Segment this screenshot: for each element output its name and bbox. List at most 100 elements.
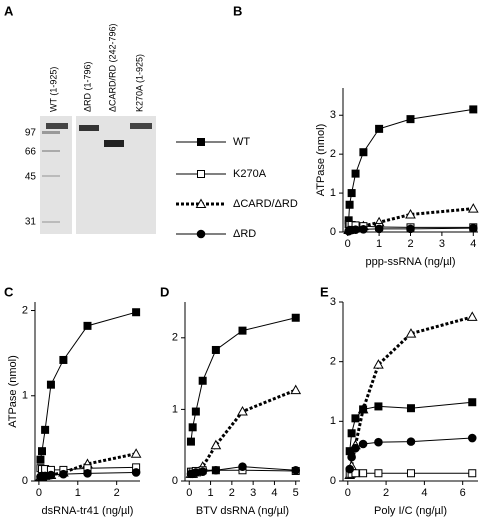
marker — [291, 313, 300, 322]
y-tick-label: 0 — [172, 475, 178, 487]
marker — [467, 433, 477, 443]
y-tick-label: 0 — [22, 475, 28, 487]
x-axis-label: BTV dsRNA (ng/µl) — [196, 505, 289, 517]
x-tick-label: 6 — [460, 487, 466, 499]
x-tick-label: 4 — [470, 238, 476, 250]
marker — [198, 467, 207, 476]
marker — [59, 355, 68, 364]
marker — [374, 437, 383, 447]
marker — [374, 469, 383, 478]
marker — [373, 359, 384, 369]
y-tick-label: 3 — [330, 296, 336, 308]
marker — [347, 189, 356, 198]
panel-label: A — [4, 3, 14, 18]
marker — [351, 225, 360, 234]
x-tick-label: 0 — [345, 238, 351, 250]
x-axis-label: ppp-ssRNA (ng/µl) — [365, 256, 455, 268]
legend-label: ΔCARD/ΔRD — [233, 198, 298, 210]
x-tick-label: 2 — [114, 487, 120, 499]
lane-label: K270A (1-925) — [134, 54, 144, 112]
ladder-band — [42, 131, 60, 134]
x-tick-label: 0 — [186, 487, 192, 499]
x-tick-label: 4 — [271, 487, 277, 499]
marker — [406, 115, 415, 124]
marker — [195, 198, 207, 208]
x-tick-label: 0 — [345, 487, 351, 499]
marker — [406, 437, 416, 446]
lane-label: ΔCARD/RD (242-796) — [107, 23, 117, 112]
panel-label: D — [160, 284, 169, 299]
y-axis-label: ATPase (nmol) — [7, 355, 19, 428]
marker — [238, 326, 247, 335]
marker — [211, 465, 221, 475]
series-line — [348, 315, 473, 476]
y-tick-label: 2 — [22, 304, 28, 316]
legend-label: WT — [233, 136, 250, 148]
marker — [291, 465, 301, 475]
marker — [191, 407, 200, 416]
marker — [351, 414, 360, 423]
marker — [468, 223, 478, 233]
marker — [351, 169, 360, 178]
marker — [351, 443, 360, 453]
y-tick-label: 2 — [172, 332, 178, 344]
marker — [359, 405, 368, 414]
gel-image — [40, 116, 156, 234]
band — [79, 125, 99, 131]
marker — [466, 311, 478, 321]
x-tick-label: 4 — [421, 487, 427, 499]
x-tick-label: 3 — [250, 487, 256, 499]
marker — [406, 224, 415, 234]
marker-label: 31 — [25, 217, 37, 228]
marker — [375, 124, 384, 133]
y-tick-label: 1 — [172, 403, 178, 415]
marker — [347, 429, 356, 438]
series-line — [190, 388, 297, 476]
band — [46, 123, 68, 129]
x-axis-label: Poly I/C (ng/µl) — [374, 505, 447, 517]
marker — [196, 229, 206, 239]
x-tick-label: 1 — [207, 487, 213, 499]
band — [130, 123, 152, 129]
marker — [406, 469, 415, 478]
marker — [345, 464, 355, 474]
marker — [83, 321, 92, 330]
marker — [36, 455, 45, 464]
marker — [374, 402, 383, 411]
x-tick-label: 0 — [36, 487, 42, 499]
series-line — [190, 317, 296, 442]
marker — [359, 469, 368, 478]
marker — [41, 425, 50, 434]
panel-label: C — [4, 284, 14, 299]
y-axis-label: ATPase (nmol) — [315, 124, 327, 197]
y-tick-label: 2 — [330, 356, 336, 368]
legend-label: ΔRD — [233, 228, 256, 240]
band — [104, 140, 124, 147]
marker — [467, 203, 479, 213]
x-tick-label: 5 — [293, 487, 299, 499]
lane-label: ΔRD (1-796) — [82, 61, 92, 112]
y-tick-label: 3 — [330, 109, 336, 121]
marker — [130, 448, 142, 458]
legend-label: K270A — [233, 168, 267, 180]
x-tick-label: 2 — [407, 238, 413, 250]
marker — [347, 452, 356, 462]
marker — [131, 468, 141, 477]
x-tick-label: 2 — [229, 487, 235, 499]
marker — [211, 345, 220, 354]
ladder-band — [42, 150, 60, 152]
marker — [197, 170, 205, 178]
marker — [468, 469, 477, 478]
panel-label: B — [233, 3, 242, 18]
gel-gap — [72, 116, 76, 234]
x-axis-label: dsRNA-tr41 (ng/µl) — [42, 505, 134, 517]
ladder-band — [42, 175, 60, 177]
marker — [59, 469, 68, 479]
marker — [238, 462, 247, 471]
y-tick-label: 1 — [330, 415, 336, 427]
marker — [406, 404, 415, 413]
marker — [468, 398, 477, 407]
marker — [38, 447, 46, 456]
x-tick-label: 2 — [383, 487, 389, 499]
